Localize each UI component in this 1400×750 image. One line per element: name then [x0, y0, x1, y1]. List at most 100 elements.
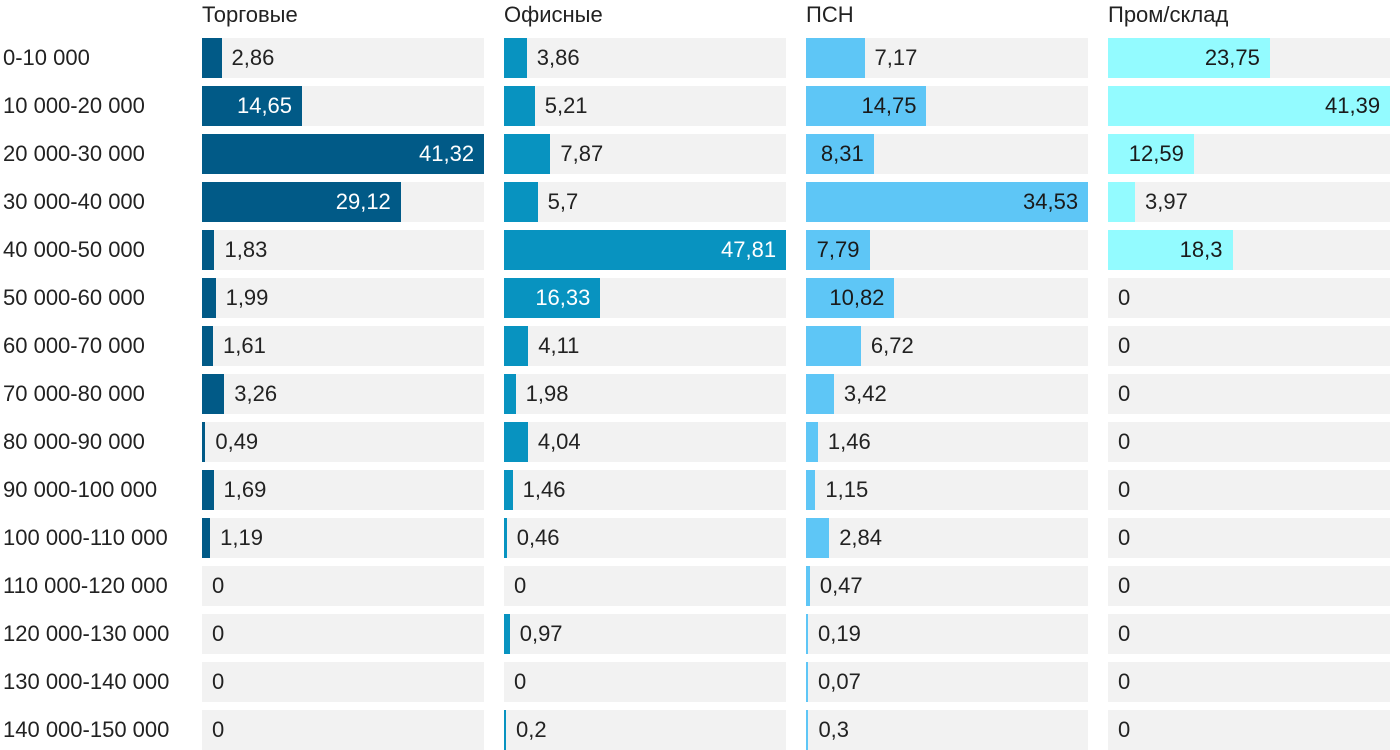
series-header: Пром/склад: [1108, 2, 1229, 27]
bar-track: 1,19: [202, 518, 484, 558]
data-label: 3,42: [843, 381, 887, 406]
data-label: 0: [212, 717, 225, 742]
bar-track: 0: [1108, 662, 1390, 702]
bar: [504, 470, 513, 510]
bar-track: 7,87: [504, 134, 786, 174]
bar-track: 0: [202, 566, 484, 606]
data-label: 5,7: [547, 189, 579, 214]
bar: [806, 182, 1088, 222]
data-label: 3,86: [536, 45, 580, 70]
bar-track: 0,3: [806, 710, 1088, 750]
bar: [806, 422, 818, 462]
data-label: 34,53: [1023, 189, 1079, 214]
bar-track: 41,32: [202, 134, 484, 174]
bar: [806, 614, 808, 654]
bar: [202, 470, 214, 510]
data-label: 0,97: [519, 621, 563, 646]
bar: [504, 86, 535, 126]
bar-track: 0: [1108, 422, 1390, 462]
bar-track: 0: [504, 662, 786, 702]
bar-track: 7,17: [806, 38, 1088, 78]
bar-track: 0,49: [202, 422, 484, 462]
bar-track: 2,86: [202, 38, 484, 78]
bar-track: 23,75: [1108, 38, 1390, 78]
bar-track: 0: [202, 662, 484, 702]
bar: [504, 182, 538, 222]
data-label: 14,65: [236, 93, 293, 118]
data-label: 16,33: [535, 285, 591, 310]
bar: [504, 710, 506, 750]
bar-track: 1,46: [504, 470, 786, 510]
data-label: 0,19: [818, 621, 861, 646]
data-label: 0: [1118, 669, 1131, 694]
category-label: 60 000-70 000: [3, 333, 145, 358]
category-label: 0-10 000: [3, 45, 90, 70]
data-label: 41,32: [419, 141, 475, 166]
bar-track: 0: [1108, 326, 1390, 366]
bar-track: 34,53: [806, 182, 1088, 222]
bar-track: 3,26: [202, 374, 484, 414]
bar-track: 1,69: [202, 470, 484, 510]
bar-track: 0,19: [806, 614, 1088, 654]
bar-track: 5,7: [504, 182, 786, 222]
bar-track: 41,39: [1108, 86, 1390, 126]
data-label: 0: [1118, 717, 1131, 742]
category-label: 20 000-30 000: [3, 141, 145, 166]
data-label: 12,59: [1128, 141, 1184, 166]
data-label: 0,46: [516, 525, 560, 550]
bar-track: 0: [202, 710, 484, 750]
data-label: 5,21: [544, 93, 588, 118]
bar-track: 12,59: [1108, 134, 1390, 174]
data-label: 0: [1118, 333, 1131, 358]
bar: [806, 710, 809, 750]
bar-track: 1,83: [202, 230, 484, 270]
series-header: ПСН: [806, 2, 854, 27]
data-label: 2,84: [839, 525, 883, 550]
data-label: 29,12: [335, 189, 391, 214]
category-label: 110 000-120 000: [3, 573, 168, 598]
data-label: 0: [1118, 621, 1131, 646]
bar-track: 1,46: [806, 422, 1088, 462]
bar: [504, 518, 507, 558]
bar: [202, 374, 225, 414]
bar: [202, 422, 206, 462]
bar-track: 16,33: [504, 278, 786, 318]
data-label: 41,39: [1325, 93, 1381, 118]
data-label: 14,75: [861, 93, 917, 118]
data-label: 0,07: [818, 669, 861, 694]
bar: [1108, 230, 1233, 270]
bar: [504, 38, 527, 78]
bar-track: 14,65: [202, 86, 484, 126]
bar: [202, 86, 302, 126]
bar-track: 0: [504, 566, 786, 606]
bar-track: 4,04: [504, 422, 786, 462]
category-label: 50 000-60 000: [3, 285, 145, 310]
bar-track: 47,81: [504, 230, 786, 270]
bar-track: 7,79: [806, 230, 1088, 270]
bar: [806, 326, 861, 366]
bar: [1108, 86, 1390, 126]
bar-track: 0,2: [504, 710, 786, 750]
bar: [504, 134, 551, 174]
data-label: 7,17: [874, 45, 918, 70]
bar: [202, 230, 215, 270]
bar: [806, 278, 895, 318]
bar: [504, 614, 510, 654]
bar-track: 0: [1108, 518, 1390, 558]
data-label: 3,26: [234, 381, 278, 406]
data-label: 0: [212, 573, 225, 598]
bar: [202, 134, 484, 174]
bar: [504, 278, 601, 318]
bar: [806, 566, 810, 606]
bar-track: 0,47: [806, 566, 1088, 606]
bar: [1108, 182, 1136, 222]
bar: [504, 374, 516, 414]
bar: [202, 278, 216, 318]
bar-track: 0: [1108, 614, 1390, 654]
bar: [202, 518, 211, 558]
data-label: 7,87: [560, 141, 604, 166]
data-label: 0,3: [818, 717, 850, 742]
bar: [202, 182, 401, 222]
series-header: Офисные: [504, 2, 603, 27]
